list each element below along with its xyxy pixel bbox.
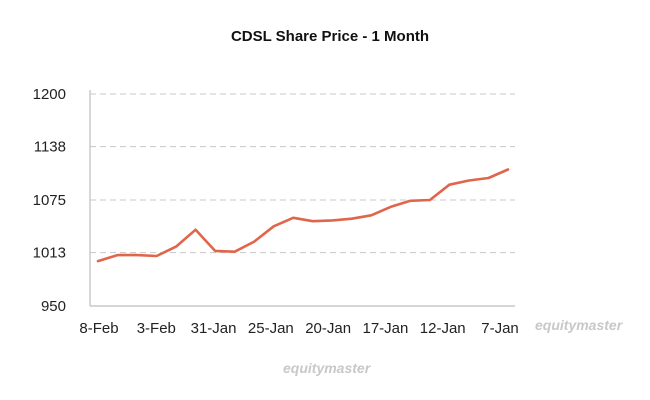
- x-tick-label: 20-Jan: [305, 320, 351, 337]
- x-tick-label: 12-Jan: [420, 320, 466, 337]
- series-line: [96, 168, 510, 263]
- y-tick-label: 1075: [33, 192, 66, 209]
- y-tick-label: 950: [41, 298, 66, 315]
- series: [96, 168, 510, 263]
- x-tick-label: 7-Jan: [481, 320, 519, 337]
- x-tick-label: 31-Jan: [191, 320, 237, 337]
- watermark-right: equitymaster: [535, 317, 624, 333]
- chart-title: CDSL Share Price - 1 Month: [231, 28, 429, 45]
- x-tick-label: 17-Jan: [362, 320, 408, 337]
- y-axis-ticks: 950 1013 1075 1138 1200: [33, 86, 66, 315]
- grid: [90, 93, 515, 254]
- watermark-bottom: equitymaster: [283, 360, 372, 376]
- axes: [89, 90, 515, 307]
- x-axis-ticks: 8-Feb 3-Feb 31-Jan 25-Jan 20-Jan 17-Jan 12-Jan…: [79, 320, 518, 337]
- x-tick-label: 25-Jan: [248, 320, 294, 337]
- x-tick-label: 3-Feb: [137, 320, 176, 337]
- y-tick-label: 1013: [33, 245, 66, 262]
- x-tick-label: 8-Feb: [79, 320, 118, 337]
- y-tick-label: 1200: [33, 86, 66, 103]
- y-tick-label: 1138: [34, 139, 66, 156]
